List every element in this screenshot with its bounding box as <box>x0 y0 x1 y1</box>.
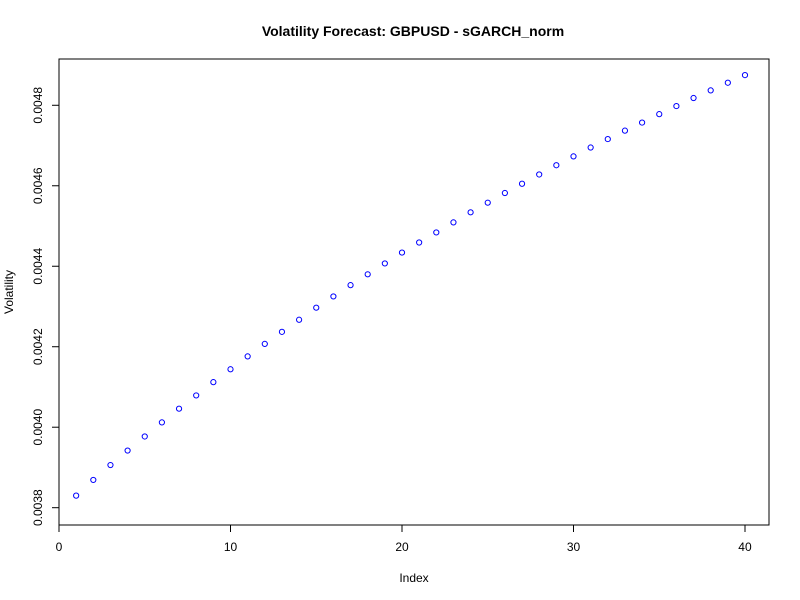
x-tick-label: 0 <box>56 540 63 554</box>
data-point <box>450 219 457 226</box>
data-point <box>73 492 80 499</box>
data-point <box>638 119 646 126</box>
x-axis-label: Index <box>399 571 428 585</box>
data-point <box>724 79 731 86</box>
data-point <box>295 316 303 323</box>
data-point <box>416 239 423 246</box>
data-point <box>347 282 354 289</box>
data-point <box>141 433 148 440</box>
data-point <box>690 94 697 102</box>
data-point <box>707 87 714 94</box>
data-point <box>536 171 543 178</box>
y-tick-label: 0.0048 <box>31 87 45 124</box>
y-axis-label: Volatility <box>2 270 16 314</box>
data-point <box>364 271 371 278</box>
data-point <box>158 419 165 426</box>
x-tick-label: 30 <box>567 540 581 554</box>
data-point <box>175 405 183 412</box>
data-point <box>210 379 217 386</box>
y-tick-label: 0.0040 <box>31 409 45 446</box>
data-point <box>570 153 577 160</box>
data-points <box>73 71 749 499</box>
data-point <box>467 209 474 216</box>
x-tick-label: 20 <box>395 540 409 554</box>
data-point <box>90 476 97 484</box>
data-point <box>604 135 611 143</box>
data-point <box>107 461 114 469</box>
y-tick-label: 0.0044 <box>31 248 45 285</box>
data-point <box>433 229 440 236</box>
data-point <box>656 111 663 118</box>
x-tick-label: 10 <box>224 540 238 554</box>
data-point <box>278 328 286 335</box>
data-point <box>227 366 234 373</box>
data-point <box>193 392 200 399</box>
data-point <box>244 353 251 360</box>
y-tick-label: 0.0038 <box>31 489 45 526</box>
y-tick-label: 0.0046 <box>31 167 45 204</box>
data-point <box>381 260 388 267</box>
data-point <box>741 71 749 79</box>
data-point <box>553 162 560 169</box>
data-point <box>587 144 594 151</box>
data-point <box>673 102 680 110</box>
data-point <box>501 189 508 197</box>
y-axis: 0.0038 0.0040 0.0042 0.0044 0.0046 0.0048 <box>31 87 60 526</box>
chart-title: Volatility Forecast: GBPUSD - sGARCH_nor… <box>262 23 564 39</box>
data-point <box>398 249 406 256</box>
x-tick-label: 40 <box>738 540 752 554</box>
data-point <box>261 340 268 348</box>
data-point <box>330 293 337 300</box>
data-point <box>484 199 491 206</box>
y-tick-label: 0.0042 <box>31 328 45 365</box>
data-point <box>313 304 320 311</box>
data-point <box>621 127 629 134</box>
data-point <box>124 447 131 454</box>
data-point <box>518 180 526 187</box>
x-axis: 0 10 20 30 40 <box>56 524 752 554</box>
